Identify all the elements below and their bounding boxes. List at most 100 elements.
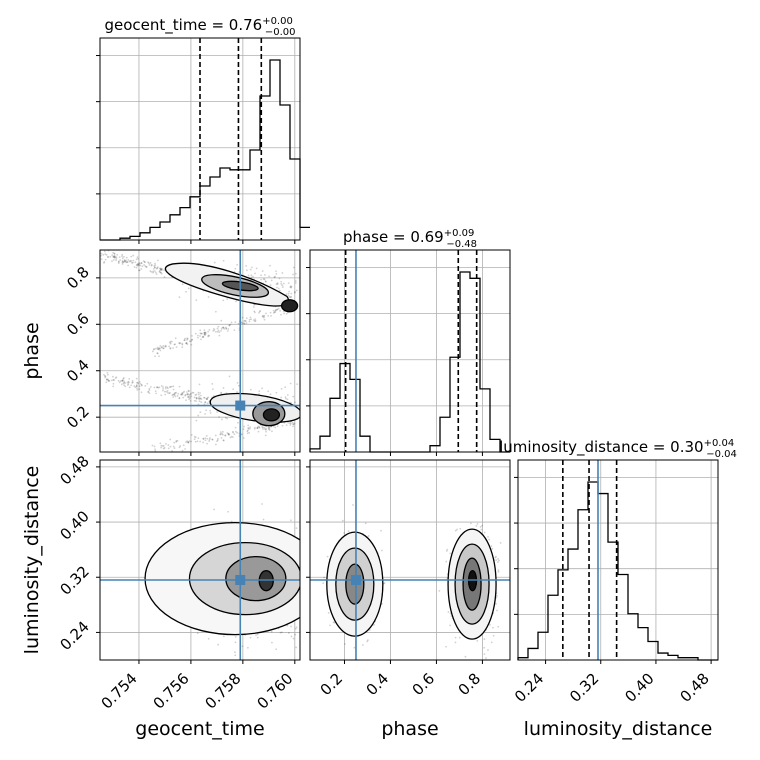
sample-point xyxy=(242,437,245,439)
sample-point xyxy=(126,261,128,263)
x-tick-label-phase-2: 0.6 xyxy=(409,670,439,700)
sample-point xyxy=(260,274,262,277)
x-axis-label-geocent_time: geocent_time xyxy=(135,718,264,740)
sample-point xyxy=(173,392,176,395)
sample-point xyxy=(185,342,188,345)
sample-point xyxy=(288,290,291,293)
sample-point xyxy=(197,437,200,440)
hist-luminosity_distance-frame xyxy=(517,459,719,661)
sample-point xyxy=(131,261,134,264)
sample-point xyxy=(261,426,263,428)
sample-point xyxy=(103,373,105,376)
sample-point xyxy=(262,278,265,280)
sample-point xyxy=(217,437,219,440)
sample-point xyxy=(217,329,220,332)
hist-bin-phase-2 xyxy=(330,398,340,452)
sample-point xyxy=(255,267,258,270)
sample-point xyxy=(153,265,156,267)
sample-point xyxy=(187,395,189,398)
sample-point xyxy=(100,252,103,255)
sample-point xyxy=(190,340,192,343)
sample-point xyxy=(169,438,172,441)
sample-point xyxy=(160,394,163,397)
sample-point xyxy=(267,428,270,431)
sample-point xyxy=(199,411,202,414)
sample-point xyxy=(164,344,167,347)
sample-point xyxy=(160,346,163,349)
sample-point xyxy=(226,417,229,420)
sample-point xyxy=(138,388,141,391)
sample-point xyxy=(247,274,250,277)
sample-point xyxy=(132,254,135,257)
sample-point xyxy=(241,645,244,648)
x-tick-label-phase-3: 0.8 xyxy=(455,670,485,700)
sample-point xyxy=(243,322,246,325)
sample-point xyxy=(182,396,185,399)
sample-point xyxy=(260,278,263,281)
sample-point xyxy=(250,318,253,321)
sample-point xyxy=(138,262,141,265)
sample-point xyxy=(130,255,133,258)
sample-point xyxy=(148,389,151,391)
sample-point xyxy=(184,337,187,340)
x-tick-label-phase-1: 0.4 xyxy=(363,670,393,700)
sample-point xyxy=(112,258,115,261)
sample-point xyxy=(202,441,205,444)
sample-point xyxy=(213,329,216,331)
y-tick-label-phase-0: 0.2 xyxy=(63,402,93,432)
sample-point xyxy=(254,272,256,275)
sample-point xyxy=(174,337,177,340)
sample-point xyxy=(189,393,192,396)
sample-point xyxy=(195,400,197,403)
sample-point xyxy=(198,383,201,386)
sample-point xyxy=(288,422,291,424)
sample-point xyxy=(203,329,206,332)
sample-point xyxy=(289,424,292,426)
sample-point xyxy=(206,442,209,445)
sample-point xyxy=(275,665,277,667)
sample-point xyxy=(135,266,138,269)
sample-point xyxy=(454,641,457,644)
sample-point xyxy=(155,386,158,389)
hist-bin-geocent_time-5 xyxy=(150,227,160,240)
sample-point xyxy=(167,444,170,446)
sample-point xyxy=(193,396,196,399)
sample-point xyxy=(495,555,497,558)
sample-point xyxy=(161,268,164,271)
sample-point xyxy=(172,347,174,349)
sample-point xyxy=(160,268,163,271)
sample-point xyxy=(204,331,206,334)
samples-phase-vs-geocent_time xyxy=(100,250,300,452)
sample-point xyxy=(159,268,162,271)
hist-bin-geocent_time-13 xyxy=(230,170,240,240)
sample-point xyxy=(270,314,272,317)
hist-bin-geocent_time-17 xyxy=(270,60,280,240)
sample-point xyxy=(251,266,253,269)
sample-point xyxy=(198,396,201,398)
x-tick-label-geocent_time-0: 0.754 xyxy=(98,670,141,713)
sample-point xyxy=(445,550,448,552)
sample-point xyxy=(103,375,106,377)
sample-point xyxy=(192,391,195,394)
hist-step-geocent_time xyxy=(100,59,310,241)
sample-point xyxy=(162,347,165,350)
sample-point xyxy=(115,259,117,262)
sample-point xyxy=(160,267,163,270)
sample-point xyxy=(456,528,458,531)
sample-point xyxy=(166,386,169,389)
sample-point xyxy=(133,385,136,387)
sample-point xyxy=(492,634,495,637)
title-upper-error: +0.00 xyxy=(262,16,293,27)
sample-point xyxy=(264,434,267,437)
sample-point xyxy=(128,386,131,389)
sample-point xyxy=(107,379,110,382)
sample-point xyxy=(149,262,152,264)
sample-point xyxy=(175,346,178,348)
sample-point xyxy=(277,287,280,290)
sample-point xyxy=(154,271,157,274)
sample-point xyxy=(117,261,120,263)
sample-point xyxy=(206,437,209,440)
sample-point xyxy=(257,425,260,428)
sample-point xyxy=(169,445,172,448)
sample-point xyxy=(234,267,237,270)
